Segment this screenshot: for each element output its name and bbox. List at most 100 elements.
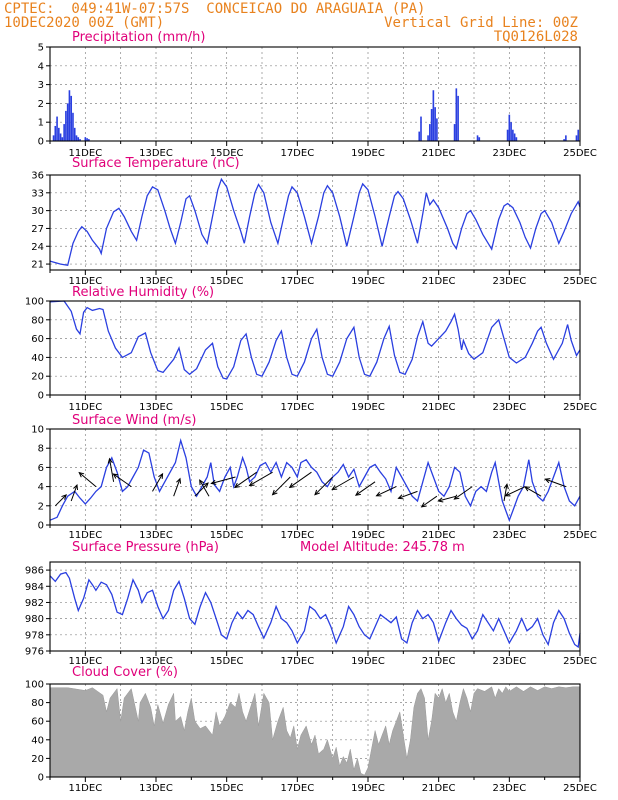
wind-arrow-head — [158, 472, 164, 479]
wind-xtick-label: 17DEC — [280, 530, 314, 541]
wind-arrow-head — [453, 494, 460, 500]
precip-bar — [429, 124, 431, 141]
pres-xtick-label: 23DEC — [492, 656, 526, 667]
cloud-ytick-label: 60 — [31, 717, 44, 728]
wind-arrow-head — [73, 483, 79, 491]
wind-series-line — [49, 438, 581, 523]
rh-frame — [49, 300, 581, 396]
temp-ytick-label: 30 — [31, 206, 44, 217]
wind-arrow-head — [437, 497, 444, 503]
precip-bar — [75, 135, 78, 141]
precip-bar — [59, 133, 62, 141]
wind-arrow-shaft — [355, 481, 376, 496]
wind-xtick-label: 13DEC — [139, 530, 173, 541]
precip-bar — [84, 137, 87, 141]
cloud-xtick-label: 15DEC — [210, 783, 244, 794]
wind-arrow-shaft — [249, 471, 273, 486]
precip-bar — [58, 127, 60, 141]
wind-arrow-shaft — [503, 484, 508, 502]
wind-arrow-shaft — [314, 476, 334, 496]
rh-ytick-label: 40 — [31, 353, 44, 364]
precip-title: Precipitation (mm/h) — [72, 30, 205, 45]
wind-arrow-head — [203, 482, 209, 488]
wind-arrow-shaft — [152, 473, 163, 492]
rh-ytick-label: 0 — [38, 391, 44, 402]
precip-bar — [86, 138, 88, 141]
wind-arrow-head — [503, 483, 509, 490]
wind-arrow-shaft — [376, 486, 397, 497]
precip-bar — [66, 103, 69, 141]
wind-arrow-head — [314, 489, 320, 496]
wind-arrow-head — [248, 481, 255, 487]
cloud-area — [49, 686, 581, 778]
precip-ytick-label: 0 — [38, 137, 44, 148]
wind-arrow-head — [397, 494, 404, 500]
rh-xtick-label: 13DEC — [139, 402, 173, 413]
precip-bar — [565, 135, 567, 141]
precip-bar — [420, 116, 422, 141]
precip-bar — [54, 125, 57, 141]
wind-arrow-shaft — [70, 484, 78, 502]
wind-xtick-label: 25DEC — [563, 530, 597, 541]
wind-arrow-head — [233, 482, 240, 489]
precip-xtick-label: 21DEC — [422, 148, 456, 159]
wind-arrow-shaft — [272, 476, 291, 496]
precip-ytick-label: 3 — [38, 80, 44, 91]
precip-bar — [510, 122, 512, 141]
temp-xtick-label: 23DEC — [492, 276, 526, 287]
pres-xtick-label: 21DEC — [422, 656, 456, 667]
cloud-ytick-label: 20 — [31, 754, 44, 765]
rh-ytick-label: 20 — [31, 372, 44, 383]
rh-xtick-label: 17DEC — [280, 402, 314, 413]
temp-series-line — [49, 177, 581, 267]
pres-xtick-label: 19DEC — [351, 656, 385, 667]
rh-xtick-label: 21DEC — [422, 402, 456, 413]
wind-arrow-head — [210, 479, 217, 485]
wind-arrow-shaft — [199, 479, 210, 497]
pres-xtick-label: 13DEC — [139, 656, 173, 667]
precip-bar — [68, 90, 71, 141]
wind-arrow-shaft — [454, 486, 473, 500]
wind-arrow-head — [354, 490, 361, 496]
wind-title: Surface Wind (m/s) — [72, 413, 196, 428]
rh-xtick-label: 23DEC — [492, 402, 526, 413]
precip-bar — [434, 107, 436, 141]
temp-xtick-label: 25DEC — [563, 276, 597, 287]
temp-ytick-label: 24 — [31, 242, 44, 253]
precip-bar — [65, 110, 67, 141]
wind-arrow-shaft — [211, 476, 236, 484]
precip-xtick-label: 11DEC — [68, 148, 102, 159]
pres-ytick-label: 984 — [25, 582, 44, 593]
wind-xtick-label: 21DEC — [422, 530, 456, 541]
wind-arrow-head — [176, 477, 182, 484]
rh-ytick-label: 80 — [31, 315, 44, 326]
temp-xtick-label: 19DEC — [351, 276, 385, 287]
wind-arrow-head — [288, 482, 295, 489]
wind-arrow-shaft — [109, 458, 115, 482]
wind-arrow-shaft — [438, 495, 457, 502]
wind-arrow-shaft — [194, 482, 209, 497]
wind-arrow-shaft — [421, 495, 438, 508]
pres-frame — [49, 561, 581, 652]
precip-bar — [513, 133, 516, 141]
precip-bar — [72, 112, 74, 141]
precip-bar — [508, 114, 511, 141]
precip-bar — [506, 129, 509, 141]
temp-xtick-label: 17DEC — [280, 276, 314, 287]
precip-bar — [455, 88, 458, 141]
pres-title: Surface Pressure (hPa) — [72, 540, 219, 555]
cloud-xtick-label: 11DEC — [68, 783, 102, 794]
temp-xtick-label: 13DEC — [139, 276, 173, 287]
wind-arrow-shaft — [234, 471, 257, 488]
wind-xtick-label: 15DEC — [210, 530, 244, 541]
wind-arrow-head — [112, 473, 119, 479]
pres-series-line — [49, 571, 581, 649]
precip-bar — [478, 137, 481, 141]
pres-ytick-label: 980 — [25, 614, 44, 625]
precip-xtick-label: 23DEC — [492, 148, 526, 159]
precip-ytick-label: 5 — [38, 43, 44, 54]
precip-bar — [515, 137, 518, 141]
precip-bar — [418, 131, 421, 141]
precip-bar — [575, 135, 578, 141]
